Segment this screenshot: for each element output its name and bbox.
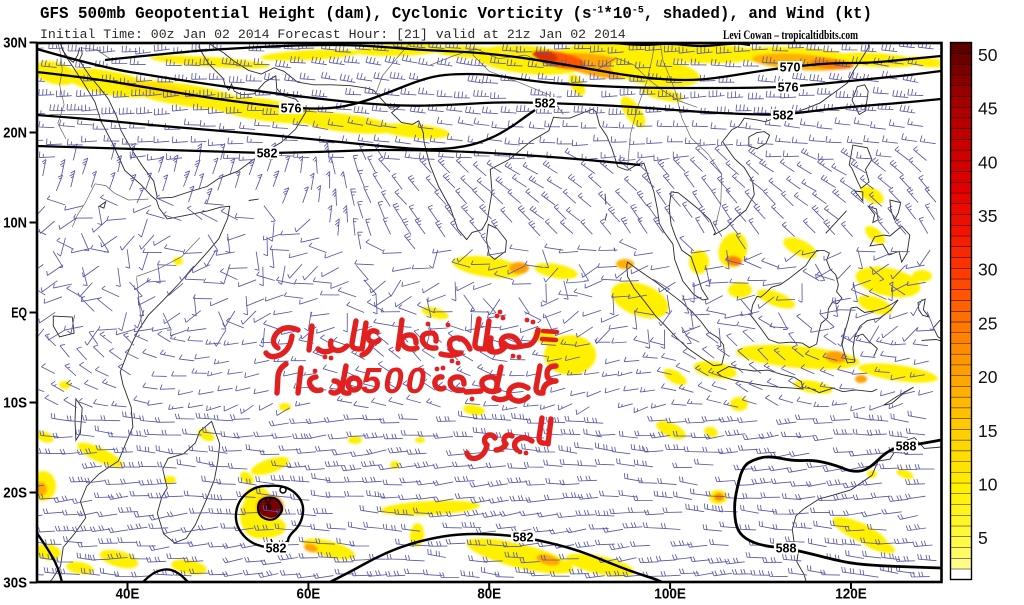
svg-text:35: 35 — [978, 206, 997, 226]
svg-text:GFS 500mb Geopotential Height: GFS 500mb Geopotential Height (dam), Cyc… — [40, 5, 872, 25]
svg-text:40: 40 — [978, 152, 998, 172]
svg-text:500: 500 — [361, 360, 428, 401]
svg-text:5: 5 — [978, 528, 988, 548]
svg-text:570: 570 — [780, 60, 801, 74]
svg-text:30N: 30N — [3, 36, 27, 52]
svg-text:Initial Time: 00z Jan 02 2014: Initial Time: 00z Jan 02 2014 Forecast H… — [40, 27, 626, 42]
svg-text:582: 582 — [513, 530, 534, 544]
svg-text:15: 15 — [978, 421, 997, 441]
svg-text:120E: 120E — [835, 587, 867, 603]
svg-text:Levi Cowan – tropicaltidbits.c: Levi Cowan – tropicaltidbits.com — [723, 27, 858, 42]
svg-text:582: 582 — [257, 146, 278, 160]
svg-text:20S: 20S — [3, 486, 27, 502]
svg-text:10N: 10N — [3, 216, 27, 232]
svg-text:576: 576 — [778, 80, 799, 94]
svg-text:20N: 20N — [3, 126, 27, 142]
svg-text:30S: 30S — [3, 576, 27, 592]
svg-text:576: 576 — [281, 101, 302, 115]
svg-text:588: 588 — [776, 541, 797, 555]
svg-text:45: 45 — [978, 99, 997, 119]
svg-text:30: 30 — [978, 260, 998, 280]
svg-text:EQ: EQ — [11, 306, 27, 322]
svg-text:25: 25 — [978, 313, 997, 333]
svg-text:10S: 10S — [3, 396, 27, 412]
svg-text:582: 582 — [773, 108, 794, 122]
svg-text:50: 50 — [978, 45, 998, 65]
svg-text:582: 582 — [266, 541, 287, 555]
svg-text:582: 582 — [535, 96, 556, 110]
svg-text:40E: 40E — [116, 587, 140, 603]
svg-text:20: 20 — [978, 367, 998, 387]
svg-text:60E: 60E — [297, 587, 321, 603]
svg-text:80E: 80E — [477, 587, 501, 603]
svg-text:10: 10 — [978, 474, 998, 494]
svg-text:588: 588 — [896, 439, 917, 453]
svg-text:100E: 100E — [654, 587, 686, 603]
